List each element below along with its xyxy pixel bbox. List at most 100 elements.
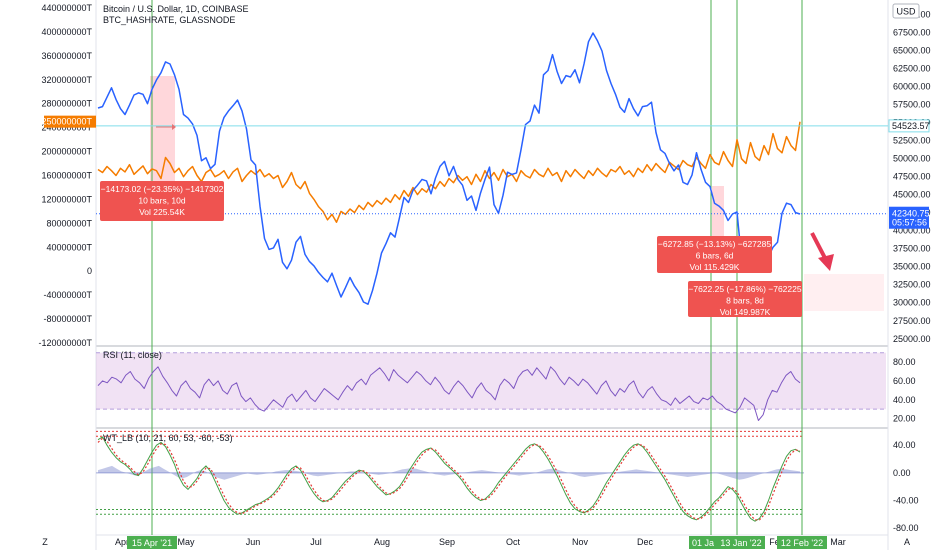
- right-axis-tick-label: 35000.00: [893, 262, 931, 272]
- previous-close-tag-bg: [888, 119, 930, 133]
- marker-date-tag-label: 15 Apr '21: [132, 538, 172, 548]
- x-axis-tick-label: Nov: [572, 537, 589, 547]
- countdown-label: 05:57:56: [892, 218, 927, 228]
- left-axis-tick-label: 0: [87, 266, 92, 276]
- left-axis-tick-label: 160000000T: [41, 170, 92, 180]
- measure-shade: [712, 186, 724, 236]
- measure-box-bg: [100, 181, 224, 221]
- right-axis-tick-label: 65000.00: [893, 45, 931, 55]
- measure-box-text: −7622.25 (−17.86%) −762225: [688, 284, 801, 294]
- currency-badge-frame: [892, 3, 920, 19]
- measure-box[interactable]: −7622.25 (−17.86%) −762225 8 bars, 8dVol …: [688, 281, 802, 317]
- hashrate-value-tag-label: 250000000T: [41, 117, 92, 127]
- wt-histogram-area: [98, 465, 800, 480]
- left-axis-tick-label: 280000000T: [41, 99, 92, 109]
- timezone-icon[interactable]: Z: [42, 537, 48, 547]
- rsi-series-line: [97, 366, 801, 421]
- measure-box-text: 10 bars, 10d: [138, 196, 186, 206]
- rsi-axis-tick-label: 60.00: [893, 376, 916, 386]
- chart-subtitle: BTC_HASHRATE, GLASSNODE: [103, 15, 235, 25]
- x-axis-tick-label: Jun: [246, 537, 261, 547]
- hashrate-value-tag: 250000000T: [41, 115, 96, 128]
- left-axis-tick-label: 440000000T: [41, 3, 92, 13]
- wt1-series-line: [97, 436, 801, 522]
- left-axis-tick-label: 40000000T: [46, 242, 92, 252]
- marker-date-tag-label: 13 Jan '22: [720, 538, 761, 548]
- previous-close-tag: 54523.57: [888, 119, 930, 133]
- rsi-axis-tick-label: 20.00: [893, 414, 916, 424]
- left-axis-tick-label: -80000000T: [43, 314, 92, 324]
- wt-histogram: [98, 465, 800, 480]
- right-axis-tick-label: 57500.00: [893, 99, 931, 109]
- previous-close-tag-label: 54523.57: [892, 121, 930, 131]
- currency-badge[interactable]: USD: [892, 3, 920, 19]
- left-axis-tick-label: 200000000T: [41, 147, 92, 157]
- measure-shade: [804, 274, 884, 311]
- left-axis-tick-label: 80000000T: [46, 218, 92, 228]
- right-axis-tick-label: 30000.00: [893, 298, 931, 308]
- marker-date-tag[interactable]: 12 Feb '22: [777, 536, 827, 549]
- x-axis-tick-label: Oct: [506, 537, 521, 547]
- marker-date-tag-bg: [689, 536, 717, 549]
- right-axis-tick-label: 25000.00: [893, 334, 931, 344]
- wt-axis-tick-label: -80.00: [893, 523, 919, 533]
- x-axis-tick-label: Mar: [830, 537, 846, 547]
- measure-box-text: Vol 149.987K: [720, 307, 771, 317]
- series-lines: [97, 32, 801, 522]
- wt-axis-tick-label: 0.00: [893, 468, 911, 478]
- rsi-band: [96, 352, 886, 410]
- x-axis-tick-label: Jul: [310, 537, 322, 547]
- measure-box-bg: [688, 281, 802, 317]
- left-axis-tick-label: 120000000T: [41, 194, 92, 204]
- x-axis-tick-label: May: [177, 537, 195, 547]
- marker-date-tag[interactable]: 13 Jan '22: [717, 536, 765, 549]
- down-arrow-shaft: [810, 232, 828, 261]
- price-series-line: [97, 32, 801, 305]
- right-axis-tick-label: 47500.00: [893, 172, 931, 182]
- price-hlines: [96, 125, 888, 215]
- measure-box-text: Vol 115.429K: [690, 262, 740, 272]
- right-axis-tick-label: 50000.00: [893, 153, 931, 163]
- auto-scale-icon[interactable]: A: [904, 537, 910, 547]
- chart-title: Bitcoin / U.S. Dollar, 1D, COINBASE: [103, 4, 249, 14]
- price-tags: 15 Apr '21 01 Ja 13 Jan '22 12 Feb '22 54523…: [41, 115, 930, 549]
- measure-boxes: −14173.02 (−23.35%) −1417302 10 bars, 10d…: [100, 124, 802, 317]
- left-axis-tick-label: -120000000T: [38, 338, 92, 348]
- down-arrow-annotation[interactable]: [810, 232, 834, 271]
- hashrate-value-tag-bg: [44, 115, 96, 128]
- right-axis-tick-label: 60000.00: [893, 81, 931, 91]
- measure-box[interactable]: −14173.02 (−23.35%) −1417302 10 bars, 10d…: [100, 181, 224, 221]
- rsi-band-fill: [96, 352, 886, 410]
- right-axis-tick-label: 27500.00: [893, 316, 931, 326]
- wt-title: WT_LB (10, 21, 60, 53, -60, -53): [103, 433, 233, 443]
- measure-box-text: 8 bars, 8d: [726, 296, 764, 306]
- marker-date-tag-bg: [777, 536, 827, 549]
- right-axis-tick-label: 67500.00: [893, 27, 931, 37]
- marker-date-tag-label: 12 Feb '22: [781, 538, 823, 548]
- rsi-title: RSI (11, close): [103, 350, 162, 360]
- wt-axis-tick-label: -40.00: [893, 495, 919, 505]
- left-axis-tick-label: 400000000T: [41, 27, 92, 37]
- measure-box-bg: [657, 236, 772, 273]
- marker-date-tag[interactable]: 01 Ja: [689, 536, 717, 549]
- marker-date-tag-bg: [717, 536, 765, 549]
- last-price-tag-label: 42340.75: [892, 209, 930, 219]
- x-axis-tick-label: Apr: [115, 537, 129, 547]
- right-axis-tick-label: 45000.00: [893, 190, 931, 200]
- measure-box-text: −14173.02 (−23.35%) −1417302: [101, 184, 224, 194]
- x-axis-tick-label: Dec: [637, 537, 654, 547]
- right-axis-tick-label: 52500.00: [893, 135, 931, 145]
- measure-box-text: −6272.85 (−13.13%) −627285: [658, 239, 771, 249]
- left-axis-tick-label: -40000000T: [43, 290, 92, 300]
- x-axis-tick-label: Sep: [439, 537, 455, 547]
- hashrate-series-line: [97, 121, 801, 223]
- measure-box[interactable]: −6272.85 (−13.13%) −627285 6 bars, 6dVol …: [657, 236, 772, 273]
- measure-box-text: Vol 225.54K: [139, 207, 185, 217]
- marker-date-tag[interactable]: 15 Apr '21: [127, 536, 177, 549]
- currency-badge-label: USD: [896, 7, 916, 17]
- wt-axis-tick-label: 40.00: [893, 440, 916, 450]
- left-axis-tick-label: 360000000T: [41, 51, 92, 61]
